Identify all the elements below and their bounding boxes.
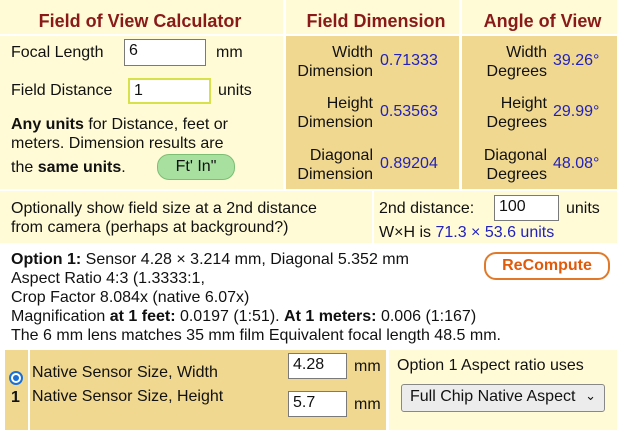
diagonal-degrees-label-2: Degrees xyxy=(486,166,547,183)
width-degrees-label: Width Degrees xyxy=(462,43,547,81)
diagonal-degrees-label: Diagonal Degrees xyxy=(462,146,547,184)
results-text: Option 1: Sensor 4.28 × 3.214 mm, Diagon… xyxy=(11,250,611,345)
units-note-bold: Any units xyxy=(11,116,84,133)
field-distance-input[interactable]: 1 xyxy=(128,78,211,104)
second-distance-label: 2nd distance: xyxy=(379,200,475,217)
focal-length-unit: mm xyxy=(216,44,243,61)
width-degrees-value: 39.26° xyxy=(553,52,600,69)
width-dimension-label: Width Dimension xyxy=(286,43,373,81)
second-distance-description-2: from camera (perhaps at background?) xyxy=(11,219,289,236)
height-degrees-label-1: Height xyxy=(500,95,547,112)
angle-of-view-header-cell xyxy=(462,0,617,34)
option-number: 1 xyxy=(11,389,20,406)
field-dimension-title: Field Dimension xyxy=(306,11,446,31)
results-line3: Crop Factor 8.084x (native 6.07x) xyxy=(11,289,250,306)
recompute-button[interactable]: ReCompute xyxy=(484,252,610,280)
second-distance-unit: units xyxy=(566,200,600,217)
magnification-feet-value: 0.0197 (1:51). xyxy=(175,308,285,325)
chevron-down-icon: ⌄ xyxy=(585,388,596,403)
height-degrees-label: Height Degrees xyxy=(462,94,547,132)
same-units-note: the same units. xyxy=(11,159,126,177)
angle-of-view-title: Angle of View xyxy=(483,11,602,31)
units-note-line1: for Distance, feet or xyxy=(83,116,228,133)
magnification-feet-label: at 1 feet: xyxy=(109,308,176,325)
width-dimension-value: 0.71333 xyxy=(380,52,438,69)
units-note-line2: meters. Dimension results are xyxy=(11,135,224,152)
angle-panel xyxy=(462,36,617,189)
focal-length-label: Focal Length xyxy=(11,44,104,61)
diagonal-dimension-label: Diagonal Dimension xyxy=(286,146,373,184)
width-dimension-label-1: Width xyxy=(332,44,373,61)
aspect-select-value: Full Chip Native Aspect xyxy=(410,388,576,405)
focal-length-input[interactable]: 6 xyxy=(124,39,206,66)
field-dimension-header-cell xyxy=(286,0,459,34)
diagonal-degrees-value: 48.08° xyxy=(553,155,600,172)
field-distance-label: Field Distance xyxy=(11,82,113,99)
sensor-width-label: Native Sensor Size, Width xyxy=(32,364,218,381)
magnification-meters-value: 0.006 (1:167) xyxy=(376,308,477,325)
field-distance-unit: units xyxy=(218,82,252,99)
dimension-panel xyxy=(286,36,459,189)
height-dimension-label-1: Height xyxy=(326,95,373,112)
diagonal-dimension-label-2: Dimension xyxy=(297,166,373,183)
width-degrees-label-2: Degrees xyxy=(486,63,547,80)
sensor-height-unit: mm xyxy=(354,396,381,413)
option-radio-dot xyxy=(13,375,19,381)
diagonal-dimension-label-1: Diagonal xyxy=(309,147,373,164)
results-line1: Sensor 4.28 × 3.214 mm, Diagonal 5.352 m… xyxy=(81,251,409,268)
same-units-bold: same units xyxy=(37,159,122,176)
sensor-option-cell xyxy=(5,350,28,430)
magnification-meters-label: At 1 meters: xyxy=(284,308,377,325)
second-distance-description-cell xyxy=(0,191,372,243)
aspect-label: Option 1 Aspect ratio uses xyxy=(397,357,584,374)
height-dimension-label: Height Dimension xyxy=(286,94,373,132)
wh-value: 71.3 × 53.6 units xyxy=(435,224,555,241)
width-degrees-label-1: Width xyxy=(506,44,547,61)
calculator-title: Field of View Calculator xyxy=(38,11,242,31)
sensor-width-unit: mm xyxy=(354,358,381,375)
sensor-width-input[interactable]: 4.28 xyxy=(288,353,347,379)
results-line4: Magnification at 1 feet: 0.0197 (1:51). … xyxy=(11,307,611,326)
ft-in-button[interactable]: Ft' In" xyxy=(157,154,235,180)
magnification-label: Magnification xyxy=(11,308,110,325)
second-distance-description-1: Optionally show field size at a 2nd dist… xyxy=(11,200,317,217)
second-distance-description: Optionally show field size at a 2nd dist… xyxy=(11,199,371,237)
units-note: Any units for Distance, feet or meters. … xyxy=(11,115,281,153)
width-dimension-label-2: Dimension xyxy=(297,63,373,80)
results-line2: Aspect Ratio 4:3 (1.3333:1, xyxy=(11,270,205,287)
height-degrees-value: 29.99° xyxy=(553,103,600,120)
sensor-height-label: Native Sensor Size, Height xyxy=(32,388,224,405)
option-radio[interactable] xyxy=(9,371,23,385)
results-line5: The 6 mm lens matches 35 mm film Equival… xyxy=(11,327,501,344)
option-label: Option 1: xyxy=(11,251,82,268)
height-degrees-label-2: Degrees xyxy=(486,114,547,131)
aspect-select[interactable]: Full Chip Native Aspect ⌄ xyxy=(401,384,605,412)
same-units-post: . xyxy=(121,159,126,176)
sensor-height-input[interactable]: 5.7 xyxy=(288,391,347,417)
height-dimension-value: 0.53563 xyxy=(380,103,438,120)
wh-prefix: W×H is xyxy=(379,224,436,241)
same-units-pre: the xyxy=(11,159,38,176)
diagonal-dimension-value: 0.89204 xyxy=(380,155,438,172)
diagonal-degrees-label-1: Diagonal xyxy=(483,147,547,164)
calculator-header-cell xyxy=(0,0,283,34)
second-distance-input[interactable]: 100 xyxy=(494,195,559,221)
second-distance-result: W×H is 71.3 × 53.6 units xyxy=(379,224,554,242)
height-dimension-label-2: Dimension xyxy=(297,114,373,131)
